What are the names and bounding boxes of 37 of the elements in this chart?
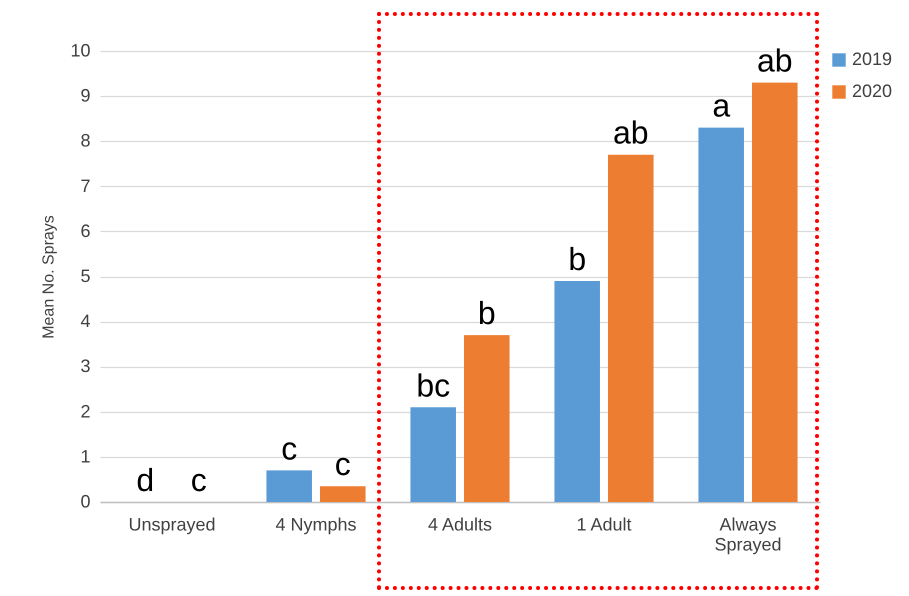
data-label: ab <box>756 42 793 79</box>
bar <box>554 281 600 502</box>
x-tick-label: 4 Nymphs <box>275 514 357 534</box>
y-axis-title: Mean No. Sprays <box>40 215 58 339</box>
bar <box>410 407 456 502</box>
bar <box>698 128 744 502</box>
y-tick-label: 6 <box>80 220 90 241</box>
y-tick-label: 10 <box>70 40 90 60</box>
x-tick-label: Unsprayed <box>128 514 216 534</box>
y-tick-label: 0 <box>80 492 90 512</box>
y-tick-label: 5 <box>80 266 90 286</box>
data-label: d <box>136 462 154 498</box>
data-label: bc <box>416 367 450 404</box>
data-label: b <box>568 241 586 278</box>
y-tick-label: 4 <box>80 311 90 332</box>
data-label: c <box>190 462 207 498</box>
y-tick-label: 7 <box>80 176 90 196</box>
y-tick-label: 3 <box>80 356 90 376</box>
bar <box>752 82 798 502</box>
data-label: c <box>334 446 351 482</box>
y-tick-label: 8 <box>80 130 90 151</box>
data-label: c <box>281 430 298 466</box>
data-label: b <box>478 295 496 332</box>
x-tick-label: 1 Adult <box>576 514 632 534</box>
legend-label: 2020 <box>852 81 892 101</box>
data-label: ab <box>612 114 649 151</box>
x-tick-label: Always Sprayed <box>714 514 782 554</box>
bar <box>266 470 312 502</box>
x-tick-label: 4 Adults <box>428 514 492 534</box>
bar <box>608 154 654 502</box>
y-tick-label: 9 <box>80 86 90 106</box>
bar <box>320 486 366 502</box>
y-tick-label: 1 <box>80 446 90 466</box>
bar <box>464 335 510 502</box>
data-label: a <box>712 88 730 124</box>
y-tick-label: 2 <box>80 401 90 422</box>
legend-label: 2019 <box>852 49 892 69</box>
